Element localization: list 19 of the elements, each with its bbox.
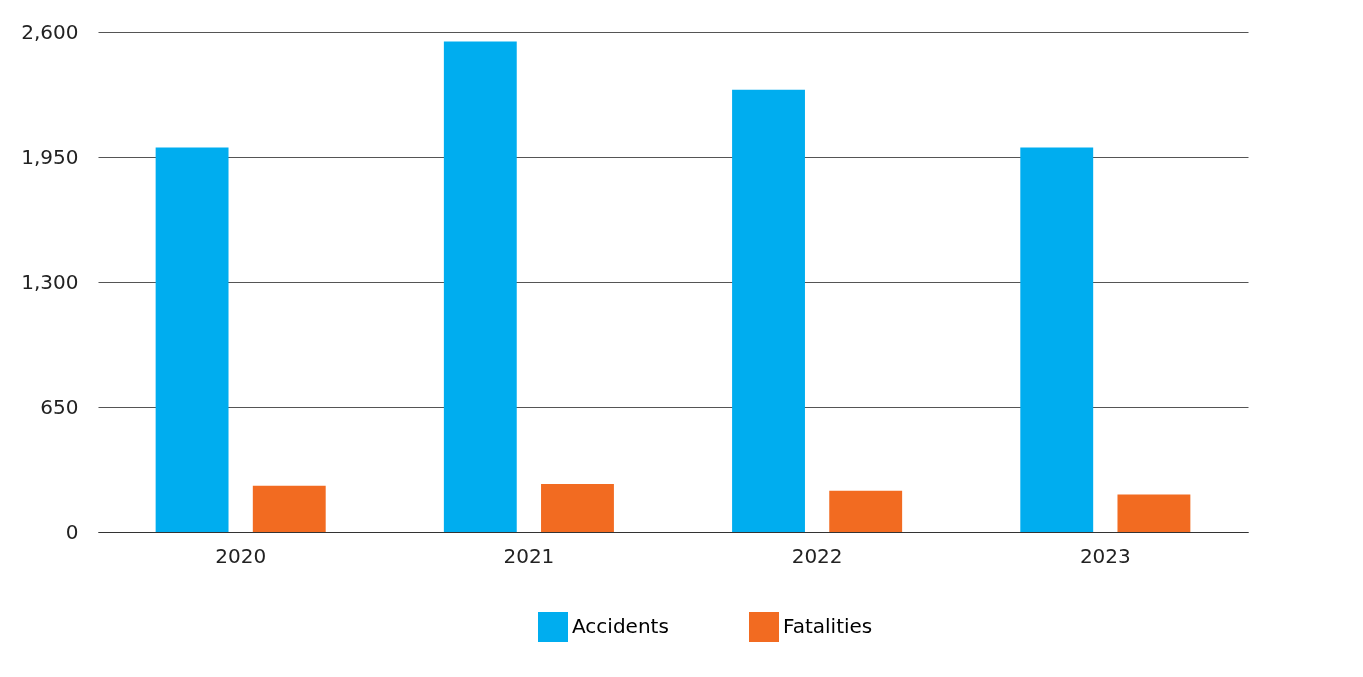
bar: [1020, 147, 1094, 532]
bar: [252, 485, 326, 532]
y-tick-label: 1,300: [21, 269, 79, 294]
y-tick-label: 650: [40, 394, 79, 419]
x-tick-label: 2023: [1079, 543, 1131, 568]
bar: [1117, 494, 1191, 532]
y-tick-label: 0: [65, 519, 79, 544]
legend-label: Fatalities: [783, 614, 873, 638]
x-tick-label: 2021: [503, 543, 555, 568]
legend-label: Accidents: [572, 614, 669, 638]
x-tick-label: 2022: [791, 543, 843, 568]
bar: [155, 147, 229, 532]
bar: [541, 483, 614, 532]
bar: [732, 89, 805, 532]
y-tick-label: 2,600: [21, 19, 79, 44]
bar: [829, 490, 903, 532]
y-tick-label: 1,950: [21, 144, 79, 169]
x-tick-label: 2020: [215, 543, 267, 568]
bar: [443, 41, 517, 532]
